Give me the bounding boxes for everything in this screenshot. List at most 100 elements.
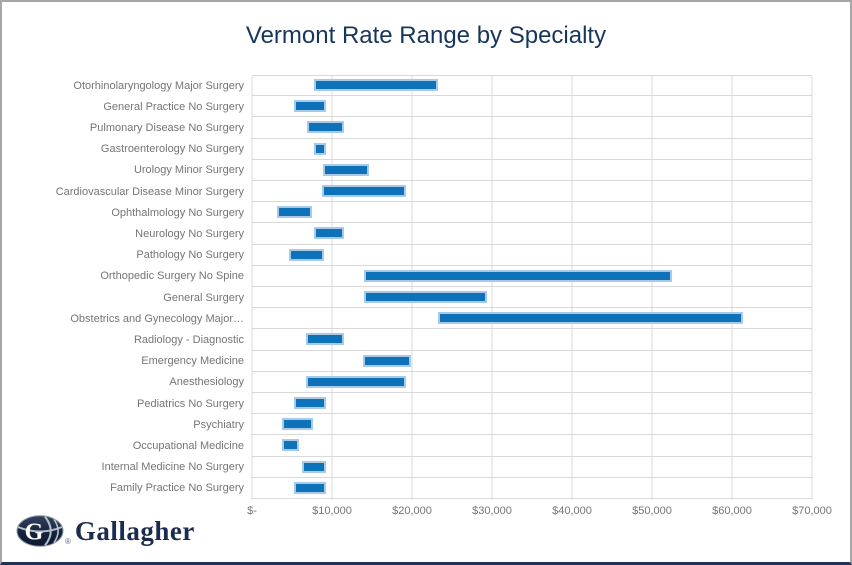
category-label: Orthopedic Surgery No Spine <box>100 270 244 283</box>
range-bar <box>305 375 406 388</box>
range-bar <box>307 121 344 134</box>
chart-row: Occupational Medicine <box>2 435 850 457</box>
category-label: Occupational Medicine <box>132 439 244 452</box>
row-band <box>252 96 812 118</box>
row-band <box>252 160 812 181</box>
gridline <box>651 76 653 500</box>
chart-row: General Surgery <box>2 287 850 309</box>
gallagher-globe-icon: G <box>16 515 64 547</box>
range-bar <box>288 248 324 261</box>
gridline <box>811 76 813 500</box>
row-band <box>252 245 812 266</box>
chart-row: Cardiovascular Disease Minor Surgery <box>2 181 850 203</box>
category-label: Emergency Medicine <box>141 355 244 368</box>
range-bar <box>314 227 344 240</box>
chart-row: Psychiatry <box>2 414 850 436</box>
chart-row: Emergency Medicine <box>2 351 850 372</box>
range-bar <box>293 100 326 113</box>
chart-row: Radiology - Diagnostic <box>2 329 850 351</box>
row-band <box>252 75 812 97</box>
category-label: General Practice No Surgery <box>103 100 244 113</box>
row-band <box>252 457 812 478</box>
chart-row: General Practice No Surgery <box>2 96 850 118</box>
category-label: Family Practice No Surgery <box>110 482 244 495</box>
x-tick-label: $70,000 <box>792 505 832 517</box>
gallagher-logo: G ® Gallagher <box>16 514 195 548</box>
range-bar <box>314 79 439 92</box>
gridline <box>251 76 253 500</box>
range-bar <box>305 333 344 346</box>
row-band <box>252 414 812 436</box>
range-bar <box>363 354 412 367</box>
row-band <box>252 266 812 287</box>
chart-row: Anesthesiology <box>2 372 850 393</box>
range-bar <box>281 418 313 431</box>
x-tick-label: $60,000 <box>712 505 752 517</box>
plot-area <box>251 75 813 500</box>
x-tick-label: $- <box>247 505 257 517</box>
chart-row: Urology Minor Surgery <box>2 160 850 181</box>
x-tick-label: $10,000 <box>312 505 352 517</box>
category-label: Internal Medicine No Surgery <box>101 461 244 474</box>
range-bar <box>302 460 327 473</box>
chart-row: Family Practice No Surgery <box>2 478 850 499</box>
row-band <box>252 202 812 224</box>
range-bar <box>364 269 672 282</box>
category-label: Ophthalmology No Surgery <box>111 206 244 219</box>
chart-row: Neurology No Surgery <box>2 223 850 245</box>
row-band <box>252 287 812 309</box>
range-bar <box>437 312 744 325</box>
gridline <box>731 76 733 500</box>
category-label: Pulmonary Disease No Surgery <box>89 121 244 134</box>
chart-row: Orthopedic Surgery No Spine <box>2 266 850 287</box>
row-band <box>252 329 812 351</box>
gridline <box>491 76 493 500</box>
row-band <box>252 393 812 415</box>
range-chart: Otorhinolaryngology Major Surgery General… <box>2 75 850 517</box>
x-tick-label: $30,000 <box>472 505 512 517</box>
gallagher-wordmark: Gallagher <box>74 516 195 546</box>
category-label: Cardiovascular Disease Minor Surgery <box>55 185 244 198</box>
chart-row: Ophthalmology No Surgery <box>2 202 850 224</box>
row-band <box>252 139 812 160</box>
row-band <box>252 223 812 245</box>
x-axis: $- $10,000 $20,000 $30,000 $40,000 $50,000 $60… <box>247 505 832 523</box>
category-label: Radiology - Diagnostic <box>133 333 244 346</box>
row-band <box>252 372 812 393</box>
range-bar <box>314 142 326 155</box>
category-label: Neurology No Surgery <box>135 227 244 240</box>
gridline <box>411 76 413 500</box>
category-label: Urology Minor Surgery <box>133 164 244 177</box>
category-label: Anesthesiology <box>169 376 244 389</box>
range-bar <box>293 397 326 410</box>
registered-trademark: ® <box>65 537 71 546</box>
x-tick-label: $20,000 <box>392 505 432 517</box>
range-bar <box>293 481 327 494</box>
x-tick-label: $40,000 <box>552 505 592 517</box>
range-bar <box>364 291 488 304</box>
category-label: Gastroenterology No Surgery <box>100 143 244 156</box>
range-bar <box>276 206 312 219</box>
chart-row: Pathology No Surgery <box>2 245 850 266</box>
row-band <box>252 478 812 499</box>
row-band <box>252 351 812 372</box>
chart-row: Pulmonary Disease No Surgery <box>2 117 850 139</box>
category-label: Psychiatry <box>193 418 244 431</box>
chart-row: Pediatrics No Surgery <box>2 393 850 415</box>
gridline <box>331 76 333 500</box>
range-bar <box>323 163 369 176</box>
row-band <box>252 181 812 203</box>
category-label: General Surgery <box>163 291 244 304</box>
chart-row: Gastroenterology No Surgery <box>2 139 850 160</box>
row-band <box>252 117 812 139</box>
chart-row: Internal Medicine No Surgery <box>2 457 850 478</box>
row-band <box>252 308 812 330</box>
chart-row: Otorhinolaryngology Major Surgery <box>2 75 850 97</box>
chart-row: Obstetrics and Gynecology Major… <box>2 308 850 330</box>
gridline <box>571 76 573 500</box>
x-tick-label: $50,000 <box>632 505 672 517</box>
row-band <box>252 435 812 457</box>
category-label: Obstetrics and Gynecology Major… <box>70 312 244 325</box>
category-label: Pathology No Surgery <box>136 249 244 262</box>
